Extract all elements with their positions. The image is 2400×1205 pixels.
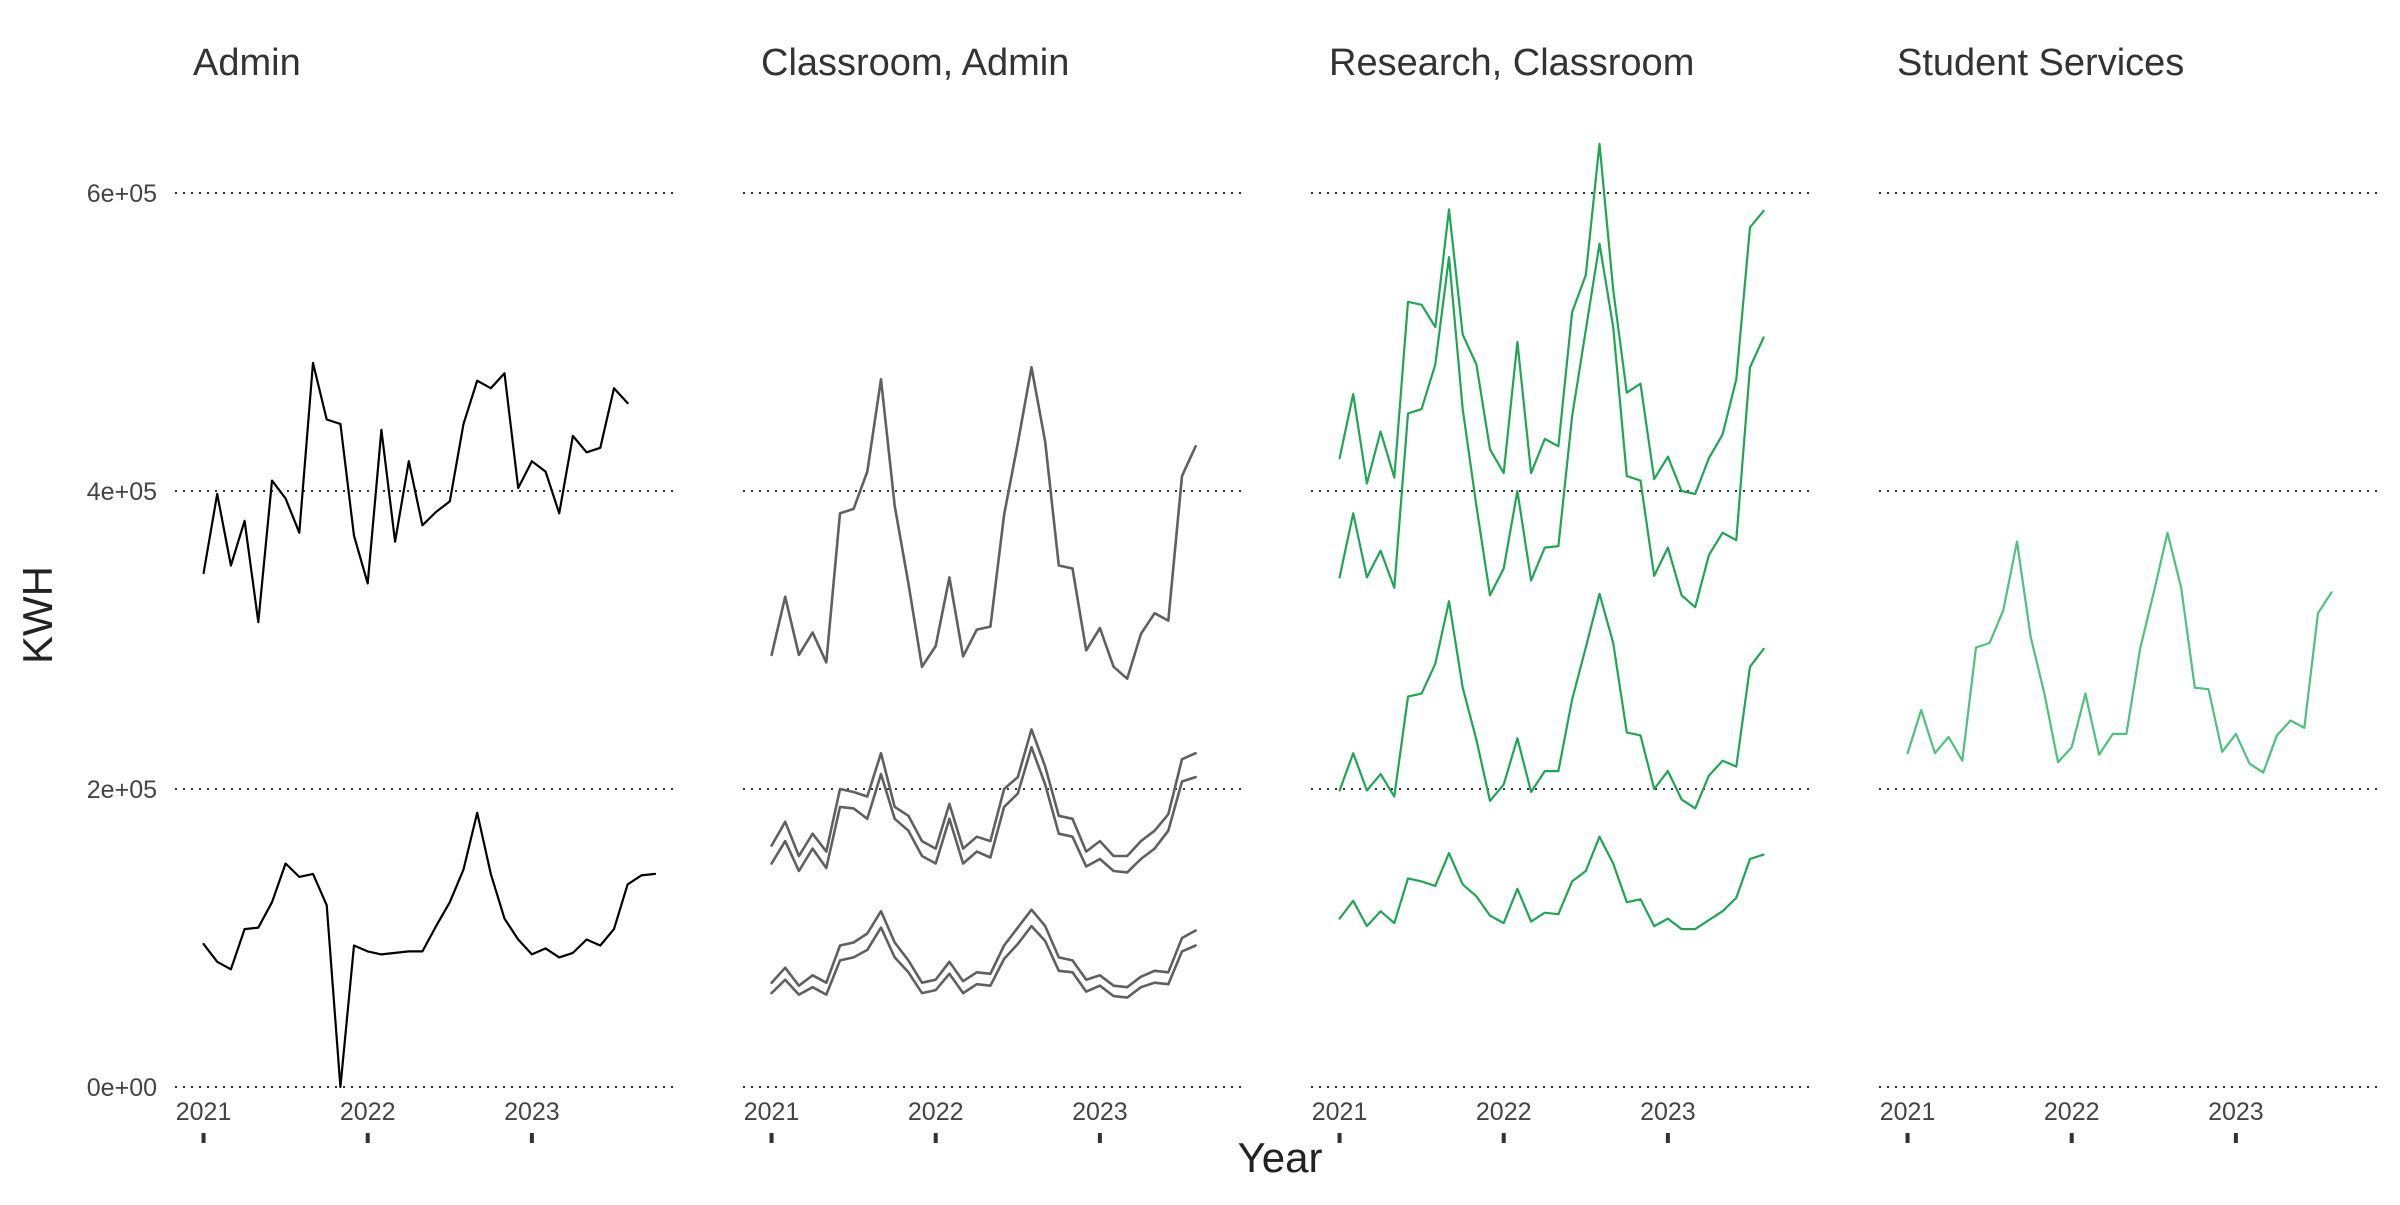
facet-title: Admin: [193, 42, 301, 84]
y-tick-label: 2e+05: [87, 776, 157, 804]
x-tick-label: 2021: [176, 1098, 232, 1126]
x-tick-label: 2023: [2208, 1098, 2264, 1126]
x-tick-label: 2023: [1072, 1098, 1128, 1126]
facet-title: Research, Classroom: [1329, 42, 1694, 84]
series-line: [202, 811, 657, 1089]
x-tick-label: 2021: [1312, 1098, 1368, 1126]
series-line: [1906, 531, 2333, 774]
y-axis-title: KWH: [14, 566, 61, 664]
x-tick-label: 2022: [2044, 1098, 2100, 1126]
series-line: [770, 728, 1197, 858]
gridlines: [175, 192, 2379, 1088]
y-tick-label: 0e+00: [87, 1074, 157, 1102]
x-tick-label: 2021: [744, 1098, 800, 1126]
series-line: [1338, 142, 1765, 496]
series-lines: [202, 142, 2333, 1089]
facet-title: Classroom, Admin: [761, 42, 1069, 84]
series-line: [1338, 242, 1765, 609]
chart-text: KWH Year Admin 0e+00 2e+05 4e+05 6e+05 2021 20…: [14, 42, 2264, 1181]
x-axis-title: Year: [1238, 1134, 1323, 1181]
x-tick-label: 2023: [1640, 1098, 1696, 1126]
y-tick-label: 4e+05: [87, 478, 157, 506]
facet-title: Student Services: [1897, 42, 2184, 84]
x-tick-label: 2022: [1476, 1098, 1532, 1126]
series-line: [1338, 835, 1765, 931]
series-line: [770, 745, 1197, 874]
x-tick-label: 2023: [504, 1098, 560, 1126]
series-line: [1338, 592, 1765, 810]
series-line: [202, 361, 629, 624]
x-tick-label: 2022: [908, 1098, 964, 1126]
series-line: [770, 365, 1197, 681]
series-line: [770, 908, 1197, 989]
series-line: [770, 924, 1197, 999]
axes: [201, 1133, 2238, 1143]
y-tick-label: 6e+05: [87, 180, 157, 208]
x-tick-label: 2022: [340, 1098, 396, 1126]
x-tick-label: 2021: [1880, 1098, 1936, 1126]
